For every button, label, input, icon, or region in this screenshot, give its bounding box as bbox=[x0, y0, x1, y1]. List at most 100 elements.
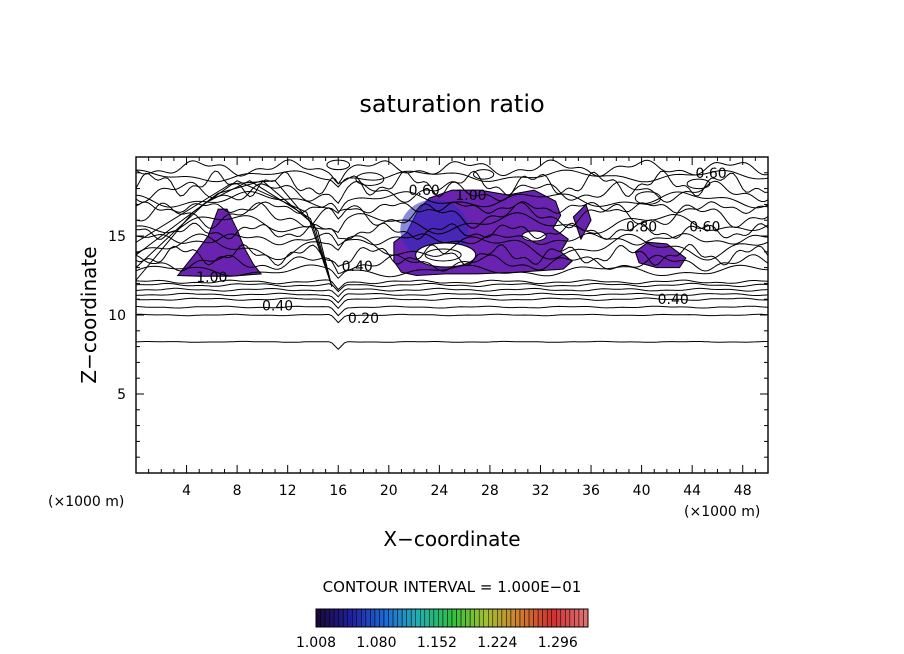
colorbar-cell bbox=[420, 608, 426, 628]
x-tick-label: 12 bbox=[279, 483, 297, 499]
contour-line-upper bbox=[136, 243, 768, 268]
colorbar-cell bbox=[424, 608, 430, 628]
colorbar-cell bbox=[478, 608, 484, 628]
colorbar-cell bbox=[528, 608, 534, 628]
x-tick-label: 44 bbox=[683, 483, 701, 499]
colorbar-cell bbox=[515, 608, 521, 628]
colorbar-label: 1.008 bbox=[296, 635, 336, 651]
contour-line-upper bbox=[136, 264, 768, 280]
colorbar-cell bbox=[361, 608, 367, 628]
contour-label: 0.40 bbox=[658, 292, 689, 308]
x-unit-right: (×1000 m) bbox=[684, 504, 760, 520]
colorbar-cell bbox=[560, 608, 566, 628]
contour-line-upper bbox=[136, 254, 768, 275]
colorbar-cell bbox=[524, 608, 530, 628]
colorbar-cell bbox=[338, 608, 344, 628]
contour-lines bbox=[136, 159, 768, 351]
colorbar-cell bbox=[497, 608, 503, 628]
colorbar-cell bbox=[433, 608, 439, 628]
contour-closed bbox=[472, 169, 495, 180]
x-tick-label: 8 bbox=[233, 483, 242, 499]
colorbar-cell bbox=[406, 608, 412, 628]
contour-label: 1.00 bbox=[196, 270, 227, 286]
contour-line-upper bbox=[136, 159, 768, 185]
contour-label: 0.60 bbox=[696, 166, 727, 182]
x-tick-label: 32 bbox=[532, 483, 550, 499]
contour-line bbox=[136, 313, 768, 324]
colorbar-cell bbox=[352, 608, 358, 628]
plot-area: 0.60 1.00 0.60 0.80 0.60 1.00 0.40 0.40 0.20 0.40… bbox=[108, 156, 769, 499]
contour-line-upper bbox=[136, 201, 768, 229]
colorbar-cell bbox=[578, 608, 584, 628]
x-tick-label: 16 bbox=[329, 483, 347, 499]
contour-line bbox=[136, 305, 768, 317]
colorbar-cell bbox=[583, 608, 589, 628]
chart-title: saturation ratio bbox=[359, 90, 544, 118]
colorbar-cell bbox=[474, 608, 480, 628]
contour-label: 0.40 bbox=[262, 299, 293, 315]
x-axis-ticks: 4 8 12 16 20 24 28 32 36 40 44 48 bbox=[148, 157, 756, 499]
contour-label: 0.60 bbox=[689, 220, 720, 236]
x-tick-label: 36 bbox=[582, 483, 600, 499]
subsaturated-hole-inner bbox=[424, 248, 462, 262]
colorbar-cell bbox=[442, 608, 448, 628]
contour-label: 0.60 bbox=[409, 183, 440, 199]
contour-labels: 0.60 1.00 0.60 0.80 0.60 1.00 0.40 0.40 0.20 0.40 bbox=[196, 166, 726, 327]
contour-line-upper bbox=[136, 222, 768, 241]
colorbar-cell bbox=[315, 608, 321, 628]
colorbar-cell bbox=[556, 608, 562, 628]
contour-closed bbox=[686, 178, 711, 190]
y-tick-label: 5 bbox=[117, 387, 126, 403]
colorbar-cell bbox=[519, 608, 525, 628]
colorbar-label: 1.296 bbox=[538, 635, 578, 651]
colorbar-cell bbox=[551, 608, 557, 628]
colorbar-cell bbox=[333, 608, 339, 628]
y-tick-label: 10 bbox=[108, 308, 126, 324]
colorbar-cell bbox=[565, 608, 571, 628]
contour-line bbox=[136, 340, 768, 351]
colorbar-cell bbox=[379, 608, 385, 628]
contour-line-upper bbox=[136, 169, 768, 188]
x-tick-label: 40 bbox=[633, 483, 651, 499]
colorbar-cell bbox=[438, 608, 444, 628]
contour-line bbox=[136, 279, 768, 291]
x-unit-left: (×1000 m) bbox=[48, 494, 124, 510]
contour-line-upper bbox=[136, 212, 768, 235]
contour-closed bbox=[355, 172, 385, 186]
colorbar-cell bbox=[469, 608, 475, 628]
contour-label: 0.80 bbox=[626, 220, 657, 236]
x-axis-label: X−coordinate bbox=[383, 527, 520, 551]
contour-line-diagonal bbox=[136, 180, 333, 287]
colorbar-cell bbox=[447, 608, 453, 628]
colorbar-cell bbox=[483, 608, 489, 628]
colorbar-cell bbox=[392, 608, 398, 628]
colorbar-cell bbox=[324, 608, 330, 628]
contour-interval-text: CONTOUR INTERVAL = 1.000E−01 bbox=[323, 578, 582, 596]
colorbar-cell bbox=[492, 608, 498, 628]
colorbar-cell bbox=[320, 608, 326, 628]
colorbar-label: 1.152 bbox=[417, 635, 457, 651]
contour-line-upper bbox=[136, 180, 768, 204]
contour-line bbox=[136, 282, 768, 293]
x-tick-label: 20 bbox=[380, 483, 398, 499]
colorbar-cell bbox=[451, 608, 457, 628]
colorbar-cell bbox=[546, 608, 552, 628]
colorbar-cell bbox=[574, 608, 580, 628]
contour-line-upper bbox=[136, 232, 768, 247]
colorbar-cell bbox=[347, 608, 353, 628]
x-tick-label: 28 bbox=[481, 483, 499, 499]
colorbar-cell bbox=[465, 608, 471, 628]
y-axis-ticks: 5 10 15 bbox=[108, 172, 768, 458]
contour-line bbox=[136, 292, 768, 304]
contour-label: 1.00 bbox=[455, 188, 486, 204]
colorbar-cell bbox=[410, 608, 416, 628]
colorbar-cell bbox=[460, 608, 466, 628]
contour-line bbox=[136, 297, 768, 310]
colorbar-cell bbox=[397, 608, 403, 628]
contour-label: 0.20 bbox=[348, 311, 379, 327]
colorbar-cell bbox=[401, 608, 407, 628]
colorbar-cell bbox=[456, 608, 462, 628]
colorbar-cell bbox=[569, 608, 575, 628]
contour-label: 0.40 bbox=[342, 259, 373, 275]
